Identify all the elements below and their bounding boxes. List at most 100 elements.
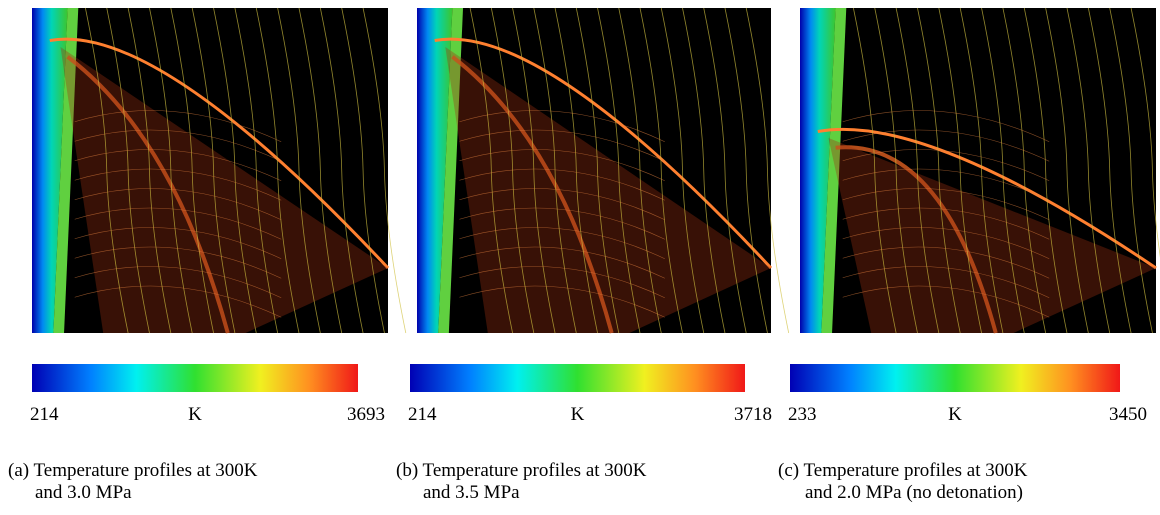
contour-line [554, 7, 598, 334]
contour-line [745, 7, 790, 334]
colorbar-min: 233 [788, 404, 817, 425]
contour-line [660, 7, 705, 334]
mixing-band [438, 8, 464, 333]
contour-line [74, 149, 282, 182]
contour-line [459, 285, 665, 318]
contour-line [1002, 7, 1047, 334]
contour-line [842, 246, 1050, 279]
mixing-band [53, 8, 79, 333]
contour-line [74, 129, 282, 162]
contour-line [85, 7, 129, 334]
contour-line [842, 285, 1050, 318]
contour-line [74, 207, 282, 240]
contour-line [319, 7, 364, 334]
contour-line [459, 149, 665, 182]
contour-line [842, 227, 1050, 260]
mixing-band [821, 8, 847, 333]
contour-line [842, 207, 1050, 240]
colorbar [32, 364, 358, 392]
contour-line [341, 7, 385, 334]
caption: (a) Temperature profiles at 300K [8, 460, 258, 481]
reaction-front [451, 55, 614, 334]
shock-front [49, 37, 390, 270]
contour-line [682, 7, 726, 334]
contour-line [639, 7, 683, 334]
reaction-front [835, 145, 998, 334]
contour-line [459, 129, 665, 162]
contour-line [74, 246, 282, 279]
colorbar [410, 364, 745, 392]
contour-line [895, 7, 940, 334]
contour-line [842, 129, 1050, 162]
shock-front [817, 127, 1157, 270]
contour-line [459, 188, 665, 221]
contour-line [459, 227, 665, 260]
contour-line [170, 7, 214, 334]
reaction-front [66, 55, 230, 334]
contour-line [842, 149, 1050, 182]
contour-line [938, 7, 982, 334]
colorbar [790, 364, 1120, 392]
contour-line [191, 7, 236, 334]
contour-line [149, 7, 193, 334]
contour-line [618, 7, 662, 334]
contour-line [74, 188, 282, 221]
contour-line [469, 7, 513, 334]
contour-line [842, 110, 1050, 143]
contour-plot [800, 7, 1160, 334]
contour-line [127, 7, 172, 334]
contour-line [842, 168, 1050, 201]
contour-line [74, 227, 282, 260]
contour-line [74, 266, 282, 299]
contour-plot [32, 7, 407, 334]
contour-line [459, 168, 665, 201]
contour-line [874, 7, 918, 334]
contour-line [255, 7, 300, 334]
contour-line [842, 266, 1050, 299]
contour-line [1066, 7, 1111, 334]
contour-line [512, 7, 556, 334]
contour-line [575, 7, 620, 334]
contour-line [459, 110, 665, 143]
caption: (b) Temperature profiles at 300K [396, 460, 647, 481]
contour-line [959, 7, 1004, 334]
contour-line [213, 7, 257, 334]
caption: and 3.5 MPa [423, 482, 520, 503]
contour-line [917, 7, 961, 334]
contour-line [74, 110, 282, 143]
contour-line [74, 285, 282, 318]
colorbar-unit: K [188, 404, 202, 425]
contour-line [459, 246, 665, 279]
caption: and 2.0 MPa (no detonation) [805, 482, 1023, 503]
colorbar-min: 214 [408, 404, 437, 425]
contour-line [703, 7, 747, 334]
contour-line [459, 207, 665, 240]
contour-line [1087, 7, 1132, 334]
contour-plot [417, 7, 790, 334]
contour-line [1023, 7, 1068, 334]
colorbar-unit: K [571, 404, 585, 425]
contour-line [106, 7, 150, 334]
contour-line [459, 266, 665, 299]
contour-line [724, 7, 768, 334]
contour-line [234, 7, 279, 334]
cold-band [32, 8, 68, 333]
contour-line [74, 168, 282, 201]
contour-line [597, 7, 641, 334]
colorbar-max: 3693 [347, 404, 385, 425]
colorbar-max: 3450 [1109, 404, 1147, 425]
colorbar-unit: K [948, 404, 962, 425]
contour-line [533, 7, 577, 334]
contour-line [853, 7, 897, 334]
contour-line [298, 7, 343, 334]
hot-region [828, 138, 1156, 333]
contour-line [277, 7, 321, 334]
hot-region [60, 47, 388, 333]
contour-line [1045, 7, 1089, 334]
hot-region [445, 47, 771, 333]
colorbar-max: 3718 [734, 404, 772, 425]
caption: (c) Temperature profiles at 300K [778, 460, 1028, 481]
cold-band [800, 8, 836, 333]
cold-band [417, 8, 453, 333]
